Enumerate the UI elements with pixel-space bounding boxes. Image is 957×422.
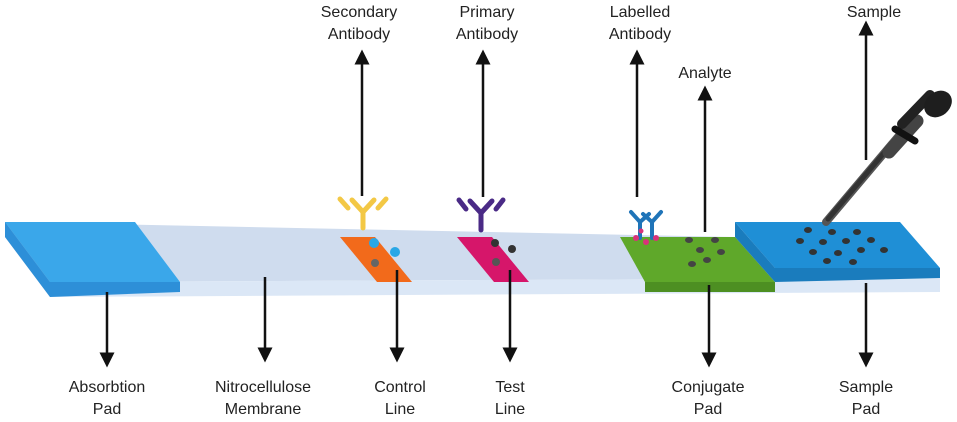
label-conjugate-pad: Conjugate Pad xyxy=(671,379,745,418)
label-sample-pad: Sample Pad xyxy=(838,379,894,418)
secondary-antibody-icon xyxy=(337,196,389,231)
label-sample: Sample xyxy=(846,4,902,21)
label-primary-antibody: Primary Antibody xyxy=(455,4,519,43)
label-absorption-pad: Absorbtion Pad xyxy=(68,379,146,418)
analyte-particle-icon xyxy=(371,259,379,267)
analyte-particle-icon xyxy=(390,247,400,257)
analyte-particle-icon xyxy=(508,245,516,253)
label-nitrocellulose-membrane: Nitrocellulose Membrane xyxy=(214,379,312,418)
label-test-line: Test Line xyxy=(494,379,526,418)
sample-particles xyxy=(796,227,888,265)
label-control-line: Control Line xyxy=(374,379,426,418)
pipette-dropper-icon xyxy=(822,90,952,226)
label-labelled-antibody: Labelled Antibody xyxy=(608,4,672,43)
label-analyte: Analyte xyxy=(678,65,732,82)
primary-antibody-icon xyxy=(456,197,506,233)
analyte-particle-icon xyxy=(492,258,500,266)
analyte-particle-icon xyxy=(491,239,499,247)
labelled-antibody-icon xyxy=(629,210,663,240)
analyte-particle-icon xyxy=(369,238,379,248)
conjugate-particles xyxy=(685,237,725,267)
label-secondary-antibody: Secondary Antibody xyxy=(320,4,398,43)
sample-pad xyxy=(735,222,940,282)
label-particles xyxy=(633,228,659,245)
absorption-pad xyxy=(5,222,180,297)
